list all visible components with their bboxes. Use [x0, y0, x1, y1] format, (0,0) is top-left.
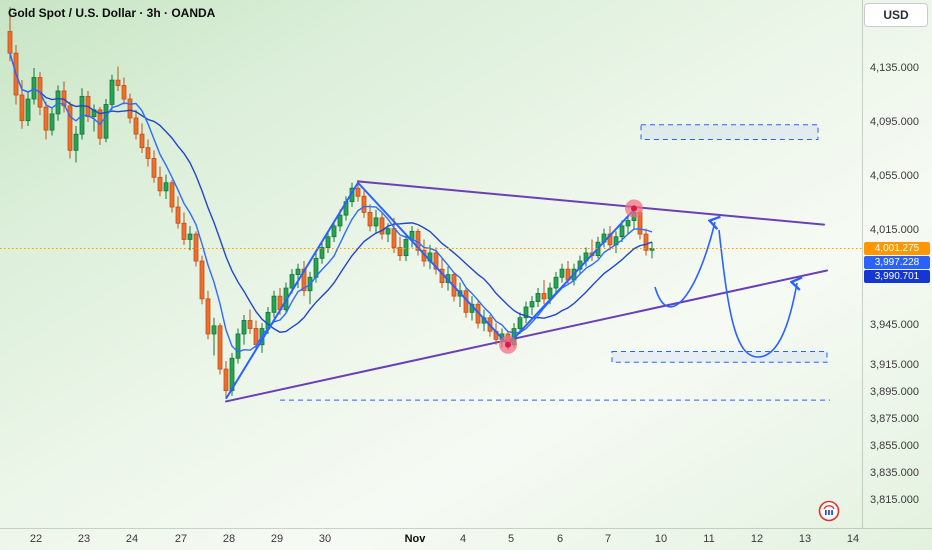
pivot-markers[interactable]: [499, 199, 643, 354]
time-axis[interactable]: 22 23 24 27 28 29 30 Nov 4 5 6 7 10 11 12 13 14: [0, 528, 932, 550]
supply-demand-zones[interactable]: [280, 124, 830, 401]
time-axis-tick: 28: [222, 533, 236, 545]
price-axis-tick: 3,945.000: [870, 318, 919, 331]
price-axis-tick: 4,015.000: [870, 224, 919, 236]
time-axis-tick: 22: [29, 533, 43, 545]
time-axis-tick: 4: [459, 533, 467, 545]
time-axis-tick: 29: [270, 533, 284, 545]
price-axis-tick: 3,855.000: [870, 440, 919, 452]
zigzag-drawing[interactable]: [225, 181, 635, 400]
time-axis-tick: 13: [798, 533, 812, 545]
moving-average-lines: [9, 52, 653, 353]
time-axis-tick: 14: [846, 533, 860, 545]
time-axis-tick: 11: [703, 533, 715, 545]
price-axis-tick: 3,875.000: [870, 413, 919, 425]
price-axis-tick: 3,915.000: [870, 359, 919, 371]
time-axis-tick: 6: [556, 533, 564, 545]
time-axis-tick: 5: [507, 533, 515, 545]
broker-logo-icon[interactable]: [818, 500, 840, 522]
ma-fast-price-tag: 3,997.228: [864, 255, 930, 269]
last-price-tag: 4,001.275: [864, 241, 930, 255]
wedge-trendlines[interactable]: [225, 180, 828, 403]
symbol-title[interactable]: Gold Spot / U.S. Dollar · 3h · OANDA: [8, 6, 216, 20]
price-axis-tick: 3,895.000: [870, 386, 919, 398]
time-axis-tick: 10: [654, 533, 668, 545]
time-axis-tick: 30: [318, 533, 332, 545]
time-axis-tick: 7: [604, 533, 612, 545]
price-axis-tick: 4,095.000: [870, 116, 919, 128]
price-axis-tick: 4,135.000: [870, 62, 919, 74]
projection-arrows[interactable]: [654, 222, 797, 358]
time-axis-tick: 12: [750, 533, 764, 545]
price-axis[interactable]: 4,135.000 4,095.000 4,055.000 4,015.000 3,94…: [862, 0, 932, 528]
ma-slow-price-tag: 3,990.701: [864, 269, 930, 283]
time-axis-tick: 24: [125, 533, 139, 545]
price-axis-tick: 3,815.000: [870, 494, 919, 506]
currency-usd-button[interactable]: USD: [864, 3, 928, 27]
price-axis-tick: 4,055.000: [870, 170, 919, 182]
price-axis-tick: 3,835.000: [870, 467, 919, 479]
time-axis-tick: Nov: [404, 533, 426, 545]
time-axis-tick: 23: [77, 533, 91, 545]
candles-layer: [7, 7, 655, 399]
time-axis-tick: 27: [174, 533, 188, 545]
